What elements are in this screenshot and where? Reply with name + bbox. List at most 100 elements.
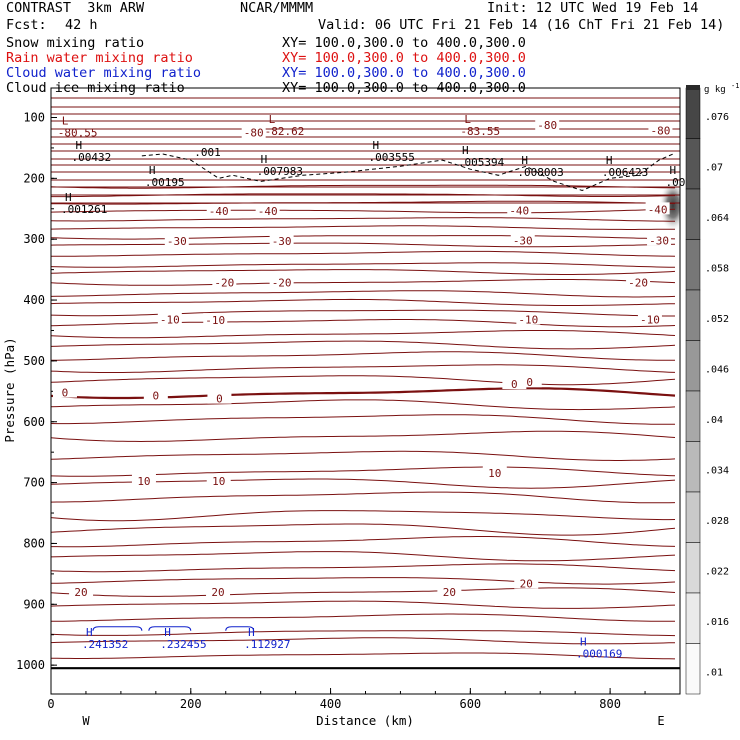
isotherm-label-bg: [516, 312, 541, 325]
cloud-water-contour: [92, 626, 143, 631]
isotherm-line: [51, 414, 676, 425]
colorbar-segment: [685, 542, 701, 594]
isotherm-line: [51, 510, 676, 522]
cloud-ice-high-marker: H: [65, 191, 72, 204]
cloud-ice-high-marker: H: [670, 164, 677, 177]
forecast-hour: 42 h: [65, 17, 98, 33]
colorbar-label: .016: [705, 617, 729, 628]
isotherm-line: [51, 430, 676, 443]
y-tick-label: 700: [23, 476, 45, 490]
y-tick-label: 400: [23, 293, 45, 307]
isotherm-line: [51, 309, 675, 317]
cloud-water-high-marker: H: [86, 626, 93, 639]
isotherm-label-bg: [645, 202, 670, 215]
cloud-ice-high-value: .003555: [368, 151, 414, 164]
isotherm-line: [51, 330, 676, 339]
isotherm-line: [51, 242, 676, 248]
isotherm-label-bg: [269, 275, 294, 288]
isotherm-label: 20: [520, 578, 533, 591]
temperature-low-value: -82.62: [265, 125, 305, 138]
isotherm-label: -80: [244, 127, 264, 140]
y-tick-label: 800: [23, 536, 45, 550]
temperature-low-marker: L: [269, 113, 276, 126]
isotherm-label-bg: [143, 388, 168, 401]
temperature-low-marker: L: [464, 113, 471, 126]
cloud-water-high-value: .232455: [160, 638, 206, 651]
isotherm-label-bg: [206, 204, 231, 217]
y-tick-label: 100: [23, 111, 45, 125]
isotherm-label: -30: [513, 234, 533, 247]
isotherm-label: -10: [640, 314, 660, 327]
isotherm-line: [51, 536, 676, 548]
x-tick-label: 200: [180, 697, 202, 711]
isotherm-label: -40: [509, 205, 529, 218]
colorbar-label: .028: [705, 516, 729, 527]
isotherm-line: [51, 184, 676, 189]
cloud-ice-high-marker: H: [372, 139, 379, 152]
y-tick-label: 1000: [16, 658, 45, 672]
forecast-label: Fcst:: [6, 17, 47, 33]
isotherm-line: [51, 319, 676, 328]
colorbar-top-cap: [686, 85, 700, 90]
isotherm-label-bg: [648, 123, 673, 136]
isotherm-label-bg: [255, 204, 280, 217]
isotherm-label-bg: [535, 117, 560, 130]
isotherm-line: [51, 225, 675, 230]
colorbar-label: .034: [705, 465, 729, 476]
y-tick-label: 500: [23, 354, 45, 368]
model-title: CONTRAST 3km ARW: [6, 0, 145, 16]
isotherm-line: [51, 600, 676, 609]
temperature-low-value: -80.55: [58, 126, 98, 139]
colorbar-segment: [685, 188, 701, 240]
cloud-ice-high-value: .008003: [517, 166, 563, 179]
isotherm-label-bg: [269, 234, 294, 247]
colorbar-segment: [685, 289, 701, 341]
colorbar-segment: [685, 138, 701, 190]
isotherm-line: [51, 290, 676, 298]
cloud-water-high-marker: H: [580, 636, 587, 649]
isotherm-line: [51, 193, 676, 198]
isotherm-line: [51, 613, 675, 622]
x-tick-label: 600: [459, 697, 481, 711]
isotherm-line: [51, 217, 675, 222]
isotherm-line: [51, 200, 676, 205]
isotherm-line: [51, 577, 676, 585]
isotherm-line: [51, 551, 676, 562]
isotherm-label: -10: [518, 314, 538, 327]
isotherm-label: -30: [167, 235, 187, 248]
colorbar-label: .058: [705, 263, 729, 274]
isotherm-label: 0: [511, 378, 518, 391]
init-time: Init: 12 UTC Wed 19 Feb 14: [487, 0, 699, 16]
isotherm-line: [51, 375, 676, 386]
isotherm-line: [51, 563, 676, 573]
isotherm-label: -40: [648, 203, 668, 216]
field-rain-label: Rain water mixing ratio: [6, 50, 193, 66]
isotherm-label-bg: [131, 473, 156, 486]
cloud-ice-high-value: .00195: [145, 176, 185, 189]
isotherm-label: 0: [526, 376, 533, 389]
y-tick-label: 200: [23, 171, 45, 185]
isotherm-line: [51, 364, 676, 373]
isotherm-label: 10: [137, 475, 150, 488]
isotherm-label: 20: [443, 586, 456, 599]
colorbar-segment: [685, 592, 701, 644]
isotherm-line: [51, 351, 675, 361]
isotherm-label: -30: [272, 235, 292, 248]
isotherm-line: [51, 340, 676, 350]
isotherm-label: -40: [209, 205, 229, 218]
isotherm-label-bg: [206, 473, 231, 486]
field-cloudwater-xy: XY= 100.0,300.0 to 400.0,300.0: [282, 65, 526, 81]
isotherm-label-bg: [164, 234, 189, 247]
cloud-ice-high-value: .00432: [71, 151, 111, 164]
isotherm-label-bg: [241, 125, 266, 138]
temperature-low-value: -83.55: [460, 125, 500, 138]
cloud-ice-high-marker: H: [606, 154, 613, 167]
isotherm-label: -20: [272, 276, 292, 289]
isotherm-line: [51, 269, 676, 275]
colorbar-label: .064: [705, 213, 729, 224]
isotherm-label-bg: [637, 312, 662, 325]
colorbar-label: .076: [705, 112, 729, 123]
field-cloudwater-label: Cloud water mixing ratio: [6, 65, 202, 81]
colorbar-unit: g kg: [704, 85, 726, 95]
